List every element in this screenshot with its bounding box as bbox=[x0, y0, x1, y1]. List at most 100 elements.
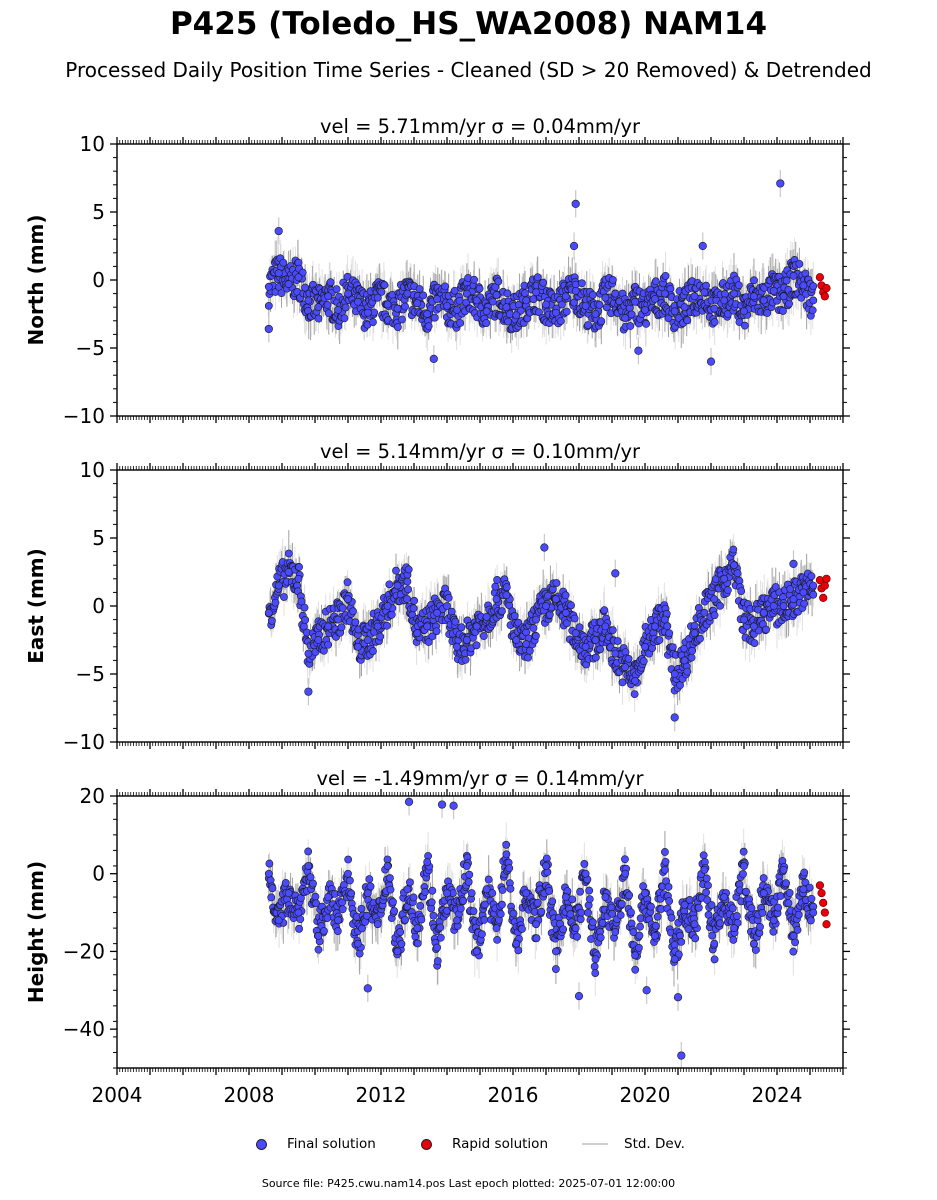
final-point bbox=[660, 615, 669, 624]
final-point bbox=[597, 317, 606, 326]
outlier-point bbox=[634, 346, 643, 355]
final-point bbox=[304, 296, 313, 305]
final-point bbox=[630, 690, 639, 698]
final-point bbox=[809, 581, 818, 590]
final-point bbox=[441, 282, 449, 291]
final-point bbox=[627, 310, 636, 319]
final-solution-cloud bbox=[264, 545, 818, 698]
final-point bbox=[516, 306, 525, 315]
final-point bbox=[800, 599, 809, 608]
final-point bbox=[639, 657, 648, 666]
final-point bbox=[385, 580, 394, 589]
final-point bbox=[284, 280, 293, 288]
final-point bbox=[670, 670, 679, 678]
final-point bbox=[570, 614, 579, 623]
panel-title: vel = 5.14mm/yr σ = 0.10mm/yr bbox=[320, 440, 641, 463]
final-point bbox=[451, 617, 460, 626]
final-point bbox=[443, 301, 451, 310]
final-point bbox=[505, 310, 514, 319]
final-point bbox=[380, 281, 389, 289]
final-point bbox=[424, 638, 433, 646]
final-point bbox=[591, 653, 600, 662]
outlier-point bbox=[264, 324, 273, 334]
panel-0: −10 −5 0 5 10 vel = 5.71mm/yr σ = 0.04mm/yr No… bbox=[24, 115, 850, 428]
final-point bbox=[470, 275, 479, 284]
final-point bbox=[750, 622, 758, 631]
final-point bbox=[613, 637, 622, 645]
final-point bbox=[323, 301, 332, 309]
final-point bbox=[789, 272, 798, 280]
final-point bbox=[340, 314, 349, 323]
final-point bbox=[343, 272, 352, 281]
final-point bbox=[491, 582, 500, 591]
final-point bbox=[626, 322, 635, 330]
outlier-point bbox=[670, 713, 679, 722]
final-point bbox=[503, 289, 512, 298]
final-point bbox=[324, 622, 333, 631]
final-point bbox=[600, 606, 609, 615]
final-point bbox=[502, 591, 511, 600]
final-point bbox=[782, 276, 791, 285]
final-point bbox=[591, 310, 600, 318]
final-point bbox=[809, 282, 818, 291]
final-point bbox=[680, 656, 689, 665]
final-point bbox=[280, 593, 288, 601]
final-point bbox=[324, 640, 333, 649]
final-point bbox=[504, 317, 512, 326]
final-point bbox=[690, 629, 699, 638]
final-point bbox=[596, 645, 605, 654]
outlier-point bbox=[429, 354, 438, 363]
final-point bbox=[720, 296, 729, 305]
final-point bbox=[611, 289, 620, 298]
final-point bbox=[403, 289, 412, 298]
final-point bbox=[730, 561, 738, 570]
final-point bbox=[349, 607, 357, 616]
final-point bbox=[595, 301, 604, 309]
final-point bbox=[314, 636, 323, 644]
plot-area-1 bbox=[264, 530, 831, 732]
final-point bbox=[393, 581, 402, 590]
final-point bbox=[542, 300, 550, 309]
final-point bbox=[324, 309, 333, 318]
outlier-point bbox=[569, 241, 579, 251]
final-point bbox=[750, 276, 758, 285]
final-point bbox=[452, 306, 461, 314]
final-point bbox=[663, 622, 672, 630]
rapid-point bbox=[822, 574, 831, 583]
final-point bbox=[264, 608, 273, 617]
final-point bbox=[552, 579, 561, 587]
final-point bbox=[353, 297, 362, 306]
final-point bbox=[539, 278, 548, 287]
final-point bbox=[419, 291, 428, 300]
final-point bbox=[344, 289, 352, 298]
final-point bbox=[716, 602, 724, 610]
final-point bbox=[552, 308, 560, 317]
final-point bbox=[369, 318, 377, 327]
final-point bbox=[655, 636, 664, 644]
final-point bbox=[424, 322, 433, 331]
final-point bbox=[410, 596, 419, 605]
final-point bbox=[690, 621, 699, 630]
final-point bbox=[779, 292, 788, 301]
final-point bbox=[562, 619, 571, 628]
final-point bbox=[668, 643, 677, 652]
final-point bbox=[571, 286, 580, 295]
final-point bbox=[608, 275, 617, 284]
final-point bbox=[611, 649, 620, 658]
final-point bbox=[552, 595, 560, 604]
final-point bbox=[542, 602, 550, 610]
final-point bbox=[475, 284, 484, 293]
final-point bbox=[631, 297, 639, 306]
final-point bbox=[488, 297, 497, 306]
final-point bbox=[353, 642, 362, 651]
final-point bbox=[524, 653, 532, 662]
final-point bbox=[502, 583, 511, 592]
final-point bbox=[271, 598, 280, 607]
final-point bbox=[492, 595, 501, 604]
final-point bbox=[687, 653, 696, 662]
final-point bbox=[581, 642, 590, 651]
final-point bbox=[428, 632, 437, 641]
final-point bbox=[750, 639, 759, 647]
final-point bbox=[522, 640, 531, 648]
